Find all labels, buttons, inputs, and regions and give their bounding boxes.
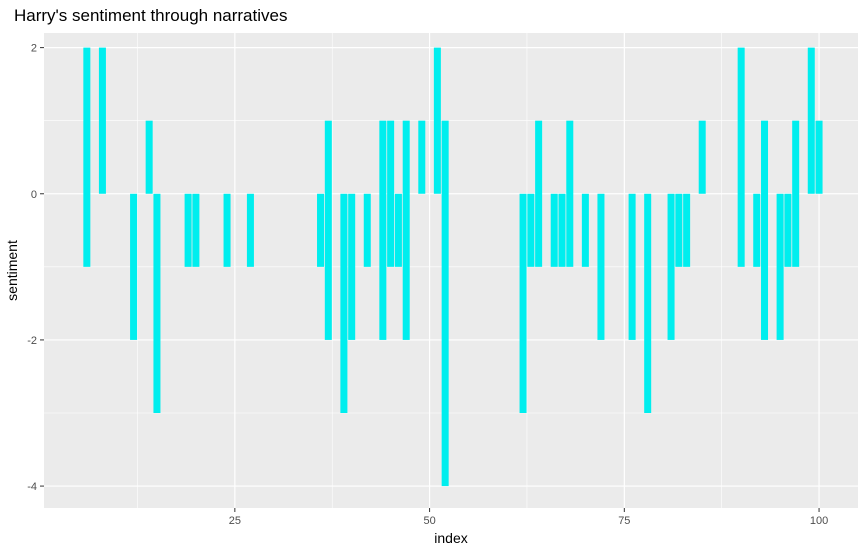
y-axis-label: sentiment	[4, 240, 20, 301]
bar	[379, 120, 387, 340]
bar	[761, 120, 769, 340]
bar	[98, 47, 106, 194]
bar	[418, 120, 426, 194]
x-tick-label: 25	[229, 515, 241, 527]
bar	[597, 193, 605, 340]
y-tick-label: 2	[31, 43, 37, 55]
bar	[348, 193, 356, 340]
bar	[145, 120, 153, 194]
bar	[784, 193, 792, 267]
x-tick-label: 75	[618, 515, 630, 527]
bar	[153, 193, 161, 413]
bar	[387, 120, 395, 267]
plot-panel	[44, 33, 858, 508]
bar	[675, 193, 683, 267]
bar	[363, 193, 371, 267]
bar	[815, 120, 823, 194]
bar	[566, 120, 574, 267]
bar	[776, 193, 784, 340]
bar	[683, 193, 691, 267]
bar	[433, 47, 441, 194]
bar	[184, 193, 192, 267]
bar	[628, 193, 636, 340]
chart-title: Harry's sentiment through narratives	[14, 6, 288, 25]
bar	[792, 120, 800, 267]
bar	[223, 193, 231, 267]
bar	[340, 193, 348, 413]
bar	[441, 120, 449, 487]
y-tick-label: -2	[27, 335, 37, 347]
bar	[83, 47, 91, 267]
bar	[558, 193, 566, 267]
x-tick-label: 50	[423, 515, 435, 527]
y-tick-label: 0	[31, 189, 37, 201]
x-axis-label: index	[434, 530, 467, 546]
y-tick-label: -4	[27, 481, 37, 493]
bar	[581, 193, 589, 267]
bar	[737, 47, 745, 267]
bar	[402, 120, 410, 340]
x-tick-label: 100	[810, 515, 828, 527]
bar	[527, 193, 535, 267]
bar	[519, 193, 527, 413]
bar	[698, 120, 706, 194]
bar	[246, 193, 254, 267]
bar	[130, 193, 138, 340]
bar	[753, 193, 761, 267]
bar	[667, 193, 675, 340]
bar	[550, 193, 558, 267]
bar	[807, 47, 815, 194]
bar	[192, 193, 200, 267]
bar	[324, 120, 332, 340]
bar	[394, 193, 402, 267]
bar	[535, 120, 543, 267]
bar	[644, 193, 652, 413]
bar	[317, 193, 325, 267]
